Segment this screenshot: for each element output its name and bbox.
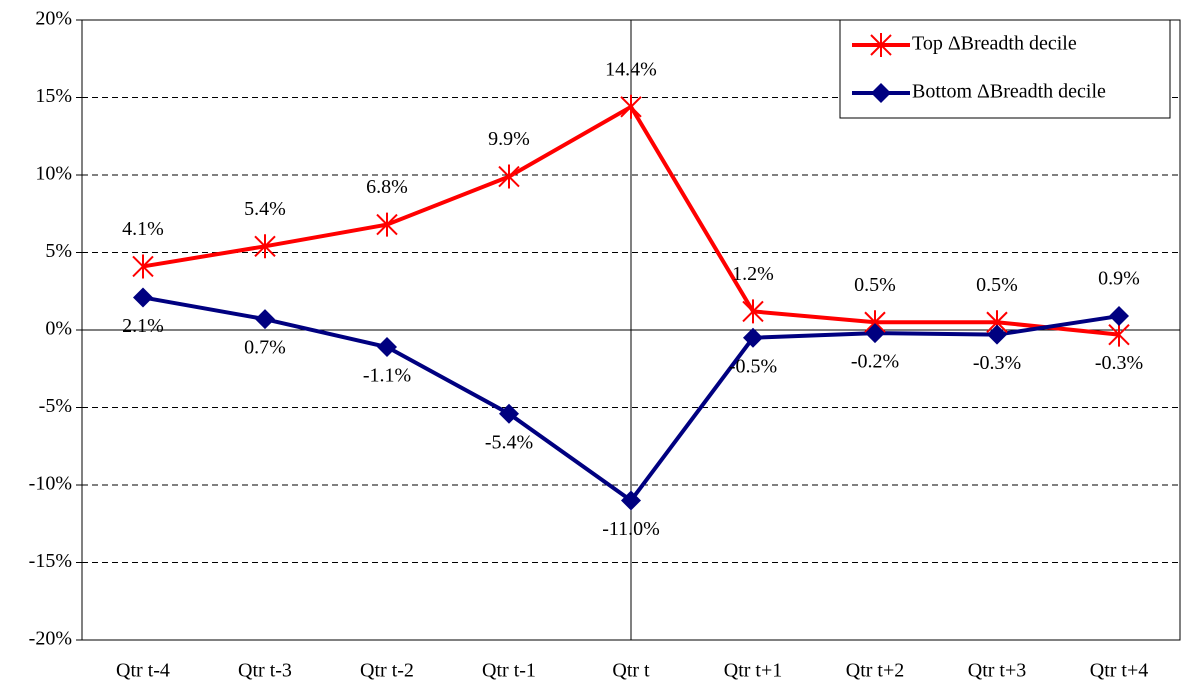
data-label: -0.5% <box>729 355 777 377</box>
star-marker <box>1108 322 1130 347</box>
x-tick-label: Qtr t+2 <box>846 660 905 682</box>
x-tick-label: Qtr t+1 <box>724 660 783 682</box>
data-label: 1.2% <box>732 263 774 285</box>
x-tick-label: Qtr t+4 <box>1090 660 1149 682</box>
data-label: 9.9% <box>488 128 530 150</box>
diamond-marker <box>1109 306 1129 327</box>
data-label: 5.4% <box>244 198 286 220</box>
diamond-marker <box>499 403 519 424</box>
star-marker <box>498 164 520 189</box>
y-tick-label: -10% <box>29 473 72 495</box>
data-label: -1.1% <box>363 365 411 387</box>
diamond-marker <box>133 287 153 308</box>
legend-label: Top ΔBreadth decile <box>912 33 1077 55</box>
data-label: 0.9% <box>1098 268 1140 290</box>
data-label: 6.8% <box>366 176 408 198</box>
legend-box <box>839 19 1171 119</box>
diamond-marker <box>865 323 885 344</box>
data-label: 2.1% <box>122 315 164 337</box>
y-tick-label: -5% <box>39 395 72 417</box>
x-tick-label: Qtr t-1 <box>482 660 536 682</box>
data-label: -0.3% <box>1095 352 1143 374</box>
data-label: -0.3% <box>973 352 1021 374</box>
data-label: 4.1% <box>122 218 164 240</box>
x-tick-label: Qtr t+3 <box>968 660 1027 682</box>
diamond-marker <box>987 324 1007 345</box>
data-label: 0.7% <box>244 337 286 359</box>
data-label: 14.4% <box>605 58 657 80</box>
star-marker <box>254 234 276 259</box>
diamond-marker <box>743 327 763 348</box>
x-tick-label: Qtr t-2 <box>360 660 414 682</box>
y-tick-label: 20% <box>35 8 72 30</box>
legend-label: Bottom ΔBreadth decile <box>912 81 1106 103</box>
diamond-marker <box>621 490 641 511</box>
y-tick-label: -15% <box>29 550 72 572</box>
star-marker <box>742 299 764 324</box>
y-tick-label: 10% <box>35 163 72 185</box>
star-marker <box>376 212 398 237</box>
data-label: -0.2% <box>851 351 899 373</box>
diamond-marker <box>377 337 397 358</box>
star-marker <box>620 94 642 119</box>
star-marker <box>132 254 154 279</box>
data-label: -11.0% <box>602 518 660 540</box>
x-tick-label: Qtr t-4 <box>116 660 170 682</box>
y-tick-label: 0% <box>45 318 72 340</box>
y-tick-label: 5% <box>45 240 72 262</box>
y-tick-label: -20% <box>29 628 72 650</box>
y-tick-label: 15% <box>35 85 72 107</box>
x-tick-label: Qtr t-3 <box>238 660 292 682</box>
diamond-marker <box>255 309 275 330</box>
data-label: 0.5% <box>854 274 896 296</box>
data-label: -5.4% <box>485 431 533 453</box>
x-tick-label: Qtr t <box>612 660 650 682</box>
diamond-marker <box>871 83 891 103</box>
data-label: 0.5% <box>976 274 1018 296</box>
star-marker <box>870 33 892 57</box>
